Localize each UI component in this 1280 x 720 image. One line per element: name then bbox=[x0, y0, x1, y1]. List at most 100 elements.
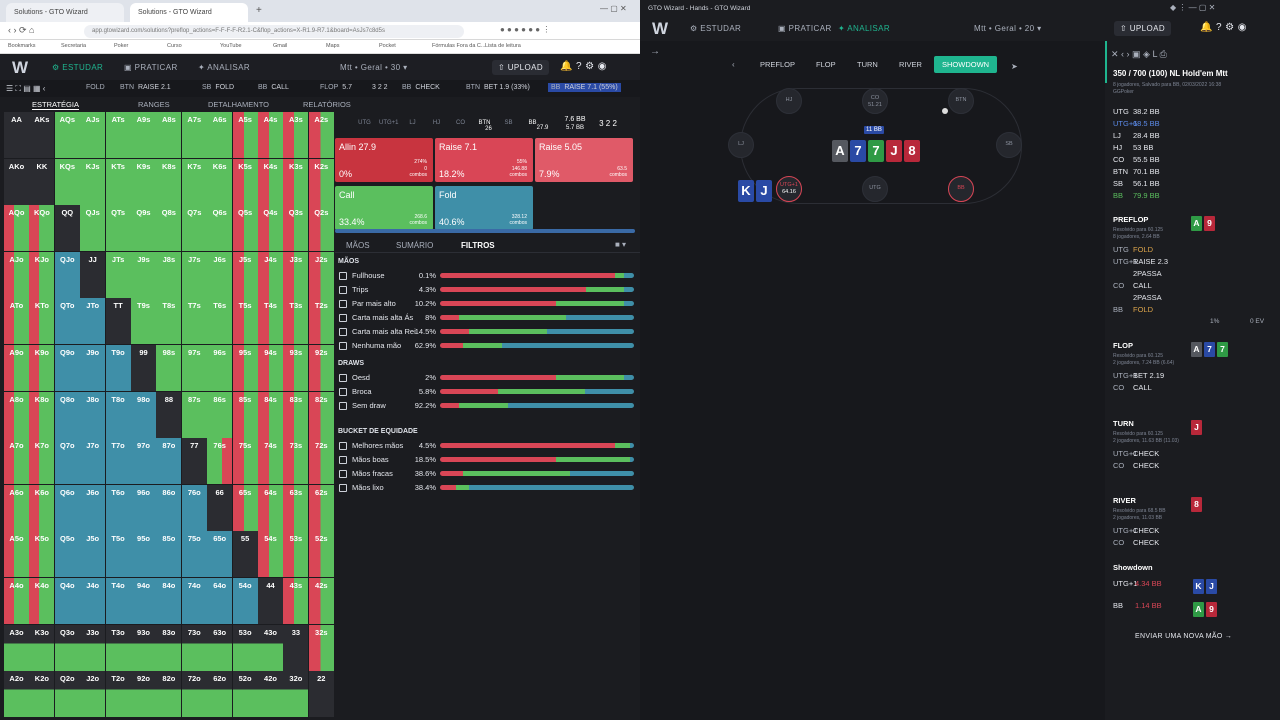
hand-cell[interactable]: AQo bbox=[4, 205, 29, 252]
bookmark-item[interactable]: Curso bbox=[167, 43, 182, 49]
position-chip[interactable]: LJ bbox=[409, 120, 416, 126]
hand-cell[interactable]: Q8o bbox=[54, 391, 80, 438]
hand-cell[interactable]: 62s bbox=[308, 484, 334, 531]
position-chip[interactable]: SB bbox=[504, 120, 513, 126]
hand-cell[interactable]: J8o bbox=[80, 391, 106, 438]
hand-cell[interactable]: 53o bbox=[232, 624, 258, 671]
hand-cell[interactable]: AKs bbox=[29, 112, 55, 158]
hand-cell[interactable]: 92o bbox=[131, 671, 156, 718]
hand-cell[interactable]: JJ bbox=[80, 251, 106, 298]
filter-row[interactable]: Sem draw 92.2% bbox=[338, 400, 638, 412]
position-chip[interactable]: HJ bbox=[432, 120, 441, 126]
hand-cell[interactable]: 63o bbox=[207, 624, 233, 671]
street-preflop[interactable]: PREFLOP bbox=[760, 60, 796, 69]
hand-cell[interactable]: 53s bbox=[283, 531, 309, 578]
filter-row[interactable]: Oesd 2% bbox=[338, 372, 638, 384]
hand-cell[interactable]: 85o bbox=[156, 531, 182, 578]
hand-cell[interactable]: TT bbox=[105, 298, 131, 345]
hand-cell[interactable]: A7o bbox=[4, 438, 29, 485]
hand-cell[interactable]: 32s bbox=[308, 624, 334, 671]
hand-cell[interactable]: 96s bbox=[207, 345, 233, 391]
position-chip[interactable]: UTG+1 bbox=[379, 120, 399, 126]
hand-cell[interactable]: A7s bbox=[181, 112, 207, 158]
hand-cell[interactable]: 72s bbox=[308, 438, 334, 485]
hand-cell[interactable]: KJs bbox=[80, 158, 106, 205]
hand-cell[interactable]: T5s bbox=[232, 298, 258, 345]
filter-row[interactable]: Nenhuma mão 62.9% bbox=[338, 340, 638, 352]
hand-cell[interactable]: T3s bbox=[283, 298, 309, 345]
checkbox[interactable] bbox=[339, 286, 347, 294]
action-step[interactable]: BTN BET 1.9 (33%) bbox=[466, 84, 530, 91]
hand-cell[interactable]: K7o bbox=[29, 438, 55, 485]
action-step[interactable]: BB CHECK bbox=[402, 84, 440, 91]
hand-cell[interactable]: 98s bbox=[156, 345, 182, 391]
strategy-scrollbar[interactable] bbox=[335, 229, 635, 233]
hand-cell[interactable]: K8s bbox=[156, 158, 182, 205]
nav-estudar[interactable]: ⚙ ESTUDAR bbox=[52, 63, 104, 72]
hand-cell[interactable]: 54s bbox=[258, 531, 283, 578]
nav-analisar[interactable]: ✦ ANALISAR bbox=[198, 63, 251, 72]
hand-cell[interactable]: ATo bbox=[4, 298, 29, 345]
hand-cell[interactable]: 33 bbox=[283, 624, 309, 671]
hand-cell[interactable]: T2s bbox=[308, 298, 334, 345]
hand-cell[interactable]: 63s bbox=[283, 484, 309, 531]
nav-analisar[interactable]: ✦ ANALISAR bbox=[838, 24, 891, 33]
filter-row[interactable]: Mãos lixo 38.4% bbox=[338, 482, 638, 494]
hand-cell[interactable]: K3o bbox=[29, 624, 55, 671]
header-icons[interactable]: 🔔 ? ⚙ ◉ bbox=[1200, 22, 1247, 33]
hand-cell[interactable]: Q9o bbox=[54, 345, 80, 391]
hand-cell[interactable]: 62o bbox=[207, 671, 233, 718]
hand-cell[interactable]: 54o bbox=[232, 578, 258, 624]
position-chip[interactable]: BB bbox=[528, 120, 537, 126]
hand-cell[interactable]: K5s bbox=[232, 158, 258, 205]
hand-cell[interactable]: JTo bbox=[80, 298, 106, 345]
hand-cell[interactable]: A5s bbox=[232, 112, 258, 158]
hand-cell[interactable]: 42o bbox=[258, 671, 283, 718]
hand-cell[interactable]: 94s bbox=[258, 345, 283, 391]
street-showdown[interactable]: SHOWDOWN bbox=[934, 56, 998, 73]
strategy-card[interactable]: Allin 27.9 0% 274% 0 combos bbox=[335, 138, 433, 182]
checkbox[interactable] bbox=[339, 314, 347, 322]
new-tab-icon[interactable]: + bbox=[256, 5, 262, 16]
hand-cell[interactable]: J6s bbox=[207, 251, 233, 298]
strategy-card[interactable]: Call 33.4% 268.6 combos bbox=[335, 186, 433, 230]
hand-cell[interactable]: Q5o bbox=[54, 531, 80, 578]
prev-street-icon[interactable]: ‹ bbox=[732, 60, 735, 69]
hand-cell[interactable]: Q6o bbox=[54, 484, 80, 531]
hand-cell[interactable]: 64s bbox=[258, 484, 283, 531]
bookmark-item[interactable]: Maps bbox=[326, 43, 340, 49]
tab-filtros[interactable]: FILTROS bbox=[461, 241, 495, 250]
hand-cell[interactable]: 64o bbox=[207, 578, 233, 624]
filter-row[interactable]: Carta mais alta Rei 14.5% bbox=[338, 326, 638, 338]
hand-cell[interactable]: T9s bbox=[131, 298, 156, 345]
hand-cell[interactable]: 88 bbox=[156, 391, 182, 438]
street-river[interactable]: RIVER bbox=[899, 60, 922, 69]
bookmark-item[interactable]: Secretaria bbox=[61, 43, 87, 49]
browser-tab[interactable]: Solutions - GTO Wizard bbox=[6, 3, 124, 22]
checkbox[interactable] bbox=[339, 300, 347, 308]
hand-cell[interactable]: Q7s bbox=[181, 205, 207, 252]
hand-cell[interactable]: K6o bbox=[29, 484, 55, 531]
hand-cell[interactable]: A4s bbox=[258, 112, 283, 158]
filter-row[interactable]: Carta mais alta Ás 8% bbox=[338, 312, 638, 324]
hand-cell[interactable]: 96o bbox=[131, 484, 156, 531]
checkbox[interactable] bbox=[339, 328, 347, 336]
filter-row[interactable]: Mãos boas 18.5% bbox=[338, 454, 638, 466]
hand-cell[interactable]: 43o bbox=[258, 624, 283, 671]
browser-tab-active[interactable]: Solutions - GTO Wizard bbox=[130, 3, 248, 22]
hand-cell[interactable]: 87o bbox=[156, 438, 182, 485]
toolbar-icons[interactable]: ☰ ⛶ ▤ ▦ ‹ bbox=[6, 84, 46, 93]
hand-cell[interactable]: A5o bbox=[4, 531, 29, 578]
hand-cell[interactable]: K2s bbox=[308, 158, 334, 205]
hand-cell[interactable]: 76o bbox=[181, 484, 207, 531]
upload-button[interactable]: ⇧ UPLOAD bbox=[1114, 21, 1172, 36]
hand-cell[interactable]: 99 bbox=[131, 345, 156, 391]
hand-cell[interactable]: A3s bbox=[283, 112, 309, 158]
hand-cell[interactable]: 86s bbox=[207, 391, 233, 438]
checkbox[interactable] bbox=[339, 388, 347, 396]
tab-sumario[interactable]: SUMÁRIO bbox=[396, 241, 434, 250]
hand-cell[interactable]: QJs bbox=[80, 205, 106, 252]
hand-cell[interactable]: J7o bbox=[80, 438, 106, 485]
back-forward-icons[interactable]: ‹ › ⟳ ⌂ bbox=[8, 25, 35, 35]
hand-cell[interactable]: Q3s bbox=[283, 205, 309, 252]
